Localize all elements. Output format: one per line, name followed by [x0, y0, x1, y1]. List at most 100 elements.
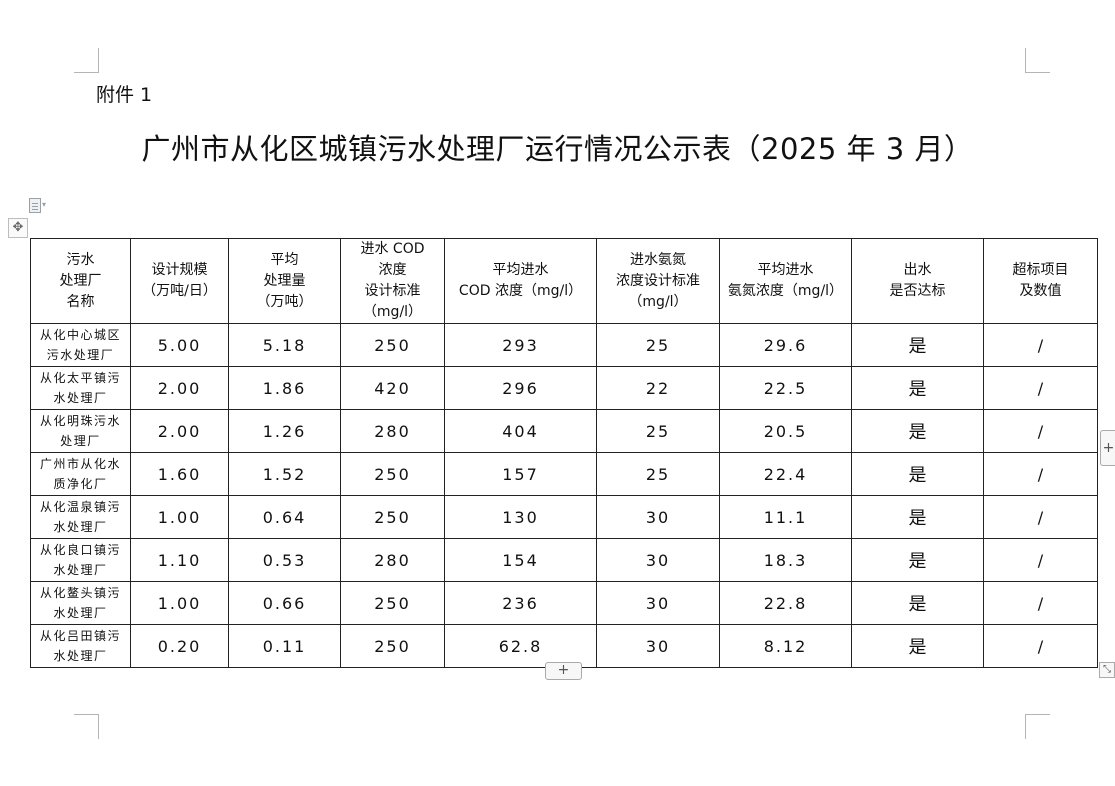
dropdown-arrow-icon: ▾ [42, 200, 47, 209]
document-title: 广州市从化区城镇污水处理厂运行情况公示表（2025 年 3 月） [141, 132, 974, 166]
header-avg-throughput[interactable]: 平均 处理量 （万吨） [228, 238, 341, 324]
cell-avg-cod[interactable]: 157 [444, 452, 597, 496]
header-ammonia-design-standard[interactable]: 进水氨氮 浓度设计标准 （mg/l） [596, 238, 720, 324]
cell-cod-standard[interactable]: 250 [340, 581, 445, 625]
attachment-label: 附件 1 [96, 84, 153, 106]
cell-exceedance[interactable]: / [983, 323, 1098, 367]
add-row-button[interactable]: + [545, 662, 582, 680]
cell-exceedance[interactable]: / [983, 409, 1098, 453]
cell-avg-throughput[interactable]: 1.52 [228, 452, 341, 496]
header-cod-design-standard[interactable]: 进水 COD 浓度 设计标准 （mg/l） [340, 238, 445, 324]
document-menu-icon[interactable]: ▾ [29, 198, 47, 213]
cell-compliance[interactable]: 是 [851, 538, 984, 582]
cell-avg-throughput[interactable]: 0.64 [228, 495, 341, 539]
cell-avg-ammonia[interactable]: 18.3 [719, 538, 852, 582]
cell-exceedance[interactable]: / [983, 366, 1098, 410]
cell-plant-name[interactable]: 从化良口镇污 水处理厂 [30, 538, 131, 582]
table-row: 从化鳌头镇污 水处理厂 1.00 0.66 250 236 30 22.8 是 … [30, 581, 1098, 625]
page-icon [29, 198, 41, 213]
cell-design-capacity[interactable]: 1.10 [130, 538, 229, 582]
table-resize-handle-icon[interactable]: ⤡ [1099, 662, 1115, 678]
cell-compliance[interactable]: 是 [851, 323, 984, 367]
cell-compliance[interactable]: 是 [851, 452, 984, 496]
header-avg-ammonia[interactable]: 平均进水 氨氮浓度（mg/l） [719, 238, 852, 324]
header-effluent-compliance[interactable]: 出水 是否达标 [851, 238, 984, 324]
cell-avg-throughput[interactable]: 5.18 [228, 323, 341, 367]
cell-exceedance[interactable]: / [983, 538, 1098, 582]
cell-avg-ammonia[interactable]: 22.4 [719, 452, 852, 496]
cell-avg-throughput[interactable]: 0.53 [228, 538, 341, 582]
table-row: 从化中心城区 污水处理厂 5.00 5.18 250 293 25 29.6 是… [30, 323, 1098, 367]
cell-cod-standard[interactable]: 250 [340, 323, 445, 367]
sewage-plant-table: 污水 处理厂 名称 设计规模 （万吨/日） 平均 处理量 （万吨） 进水 COD… [30, 238, 1098, 668]
cell-plant-name[interactable]: 从化明珠污水 处理厂 [30, 409, 131, 453]
cell-plant-name[interactable]: 从化太平镇污 水处理厂 [30, 366, 131, 410]
cell-plant-name[interactable]: 从化中心城区 污水处理厂 [30, 323, 131, 367]
cell-ammonia-standard[interactable]: 25 [596, 452, 720, 496]
cell-ammonia-standard[interactable]: 30 [596, 624, 720, 668]
cell-avg-ammonia[interactable]: 11.1 [719, 495, 852, 539]
cell-exceedance[interactable]: / [983, 624, 1098, 668]
cell-cod-standard[interactable]: 250 [340, 495, 445, 539]
cell-ammonia-standard[interactable]: 22 [596, 366, 720, 410]
table-row: 从化太平镇污 水处理厂 2.00 1.86 420 296 22 22.5 是 … [30, 366, 1098, 410]
cell-ammonia-standard[interactable]: 30 [596, 495, 720, 539]
table-row: 从化吕田镇污 水处理厂 0.20 0.11 250 62.8 30 8.12 是… [30, 624, 1098, 668]
cell-avg-throughput[interactable]: 0.11 [228, 624, 341, 668]
cell-exceedance[interactable]: / [983, 581, 1098, 625]
header-avg-cod[interactable]: 平均进水 COD 浓度（mg/l） [444, 238, 597, 324]
cell-avg-cod[interactable]: 62.8 [444, 624, 597, 668]
cell-avg-cod[interactable]: 130 [444, 495, 597, 539]
cell-compliance[interactable]: 是 [851, 409, 984, 453]
cell-avg-throughput[interactable]: 0.66 [228, 581, 341, 625]
header-exceedance[interactable]: 超标项目 及数值 [983, 238, 1098, 324]
cell-design-capacity[interactable]: 1.00 [130, 495, 229, 539]
table-row: 从化良口镇污 水处理厂 1.10 0.53 280 154 30 18.3 是 … [30, 538, 1098, 582]
add-column-button[interactable]: + [1100, 430, 1115, 466]
cell-exceedance[interactable]: / [983, 495, 1098, 539]
cell-avg-cod[interactable]: 293 [444, 323, 597, 367]
cell-avg-ammonia[interactable]: 22.8 [719, 581, 852, 625]
cell-cod-standard[interactable]: 420 [340, 366, 445, 410]
cell-avg-ammonia[interactable]: 29.6 [719, 323, 852, 367]
cell-avg-ammonia[interactable]: 20.5 [719, 409, 852, 453]
cell-ammonia-standard[interactable]: 30 [596, 581, 720, 625]
table-header-row: 污水 处理厂 名称 设计规模 （万吨/日） 平均 处理量 （万吨） 进水 COD… [30, 238, 1098, 324]
header-plant-name[interactable]: 污水 处理厂 名称 [30, 238, 131, 324]
cell-avg-ammonia[interactable]: 22.5 [719, 366, 852, 410]
cell-design-capacity[interactable]: 2.00 [130, 409, 229, 453]
cell-avg-throughput[interactable]: 1.86 [228, 366, 341, 410]
crop-mark-top-right [1025, 48, 1050, 73]
cell-compliance[interactable]: 是 [851, 581, 984, 625]
cell-cod-standard[interactable]: 280 [340, 409, 445, 453]
cell-avg-cod[interactable]: 296 [444, 366, 597, 410]
cell-plant-name[interactable]: 广州市从化水 质净化厂 [30, 452, 131, 496]
cell-design-capacity[interactable]: 1.60 [130, 452, 229, 496]
cell-design-capacity[interactable]: 1.00 [130, 581, 229, 625]
cell-avg-ammonia[interactable]: 8.12 [719, 624, 852, 668]
cell-compliance[interactable]: 是 [851, 624, 984, 668]
cell-ammonia-standard[interactable]: 25 [596, 323, 720, 367]
cell-cod-standard[interactable]: 250 [340, 624, 445, 668]
cell-ammonia-standard[interactable]: 25 [596, 409, 720, 453]
cell-plant-name[interactable]: 从化鳌头镇污 水处理厂 [30, 581, 131, 625]
table-move-handle-icon[interactable]: ✥ [8, 218, 28, 238]
cell-avg-cod[interactable]: 154 [444, 538, 597, 582]
table-row: 广州市从化水 质净化厂 1.60 1.52 250 157 25 22.4 是 … [30, 452, 1098, 496]
cell-ammonia-standard[interactable]: 30 [596, 538, 720, 582]
cell-avg-cod[interactable]: 236 [444, 581, 597, 625]
cell-plant-name[interactable]: 从化吕田镇污 水处理厂 [30, 624, 131, 668]
cell-compliance[interactable]: 是 [851, 495, 984, 539]
cell-design-capacity[interactable]: 2.00 [130, 366, 229, 410]
header-design-capacity[interactable]: 设计规模 （万吨/日） [130, 238, 229, 324]
cell-cod-standard[interactable]: 280 [340, 538, 445, 582]
cell-avg-cod[interactable]: 404 [444, 409, 597, 453]
cell-compliance[interactable]: 是 [851, 366, 984, 410]
cell-cod-standard[interactable]: 250 [340, 452, 445, 496]
cell-design-capacity[interactable]: 5.00 [130, 323, 229, 367]
cell-exceedance[interactable]: / [983, 452, 1098, 496]
cell-avg-throughput[interactable]: 1.26 [228, 409, 341, 453]
crop-mark-bottom-right [1025, 714, 1050, 739]
cell-plant-name[interactable]: 从化温泉镇污 水处理厂 [30, 495, 131, 539]
cell-design-capacity[interactable]: 0.20 [130, 624, 229, 668]
